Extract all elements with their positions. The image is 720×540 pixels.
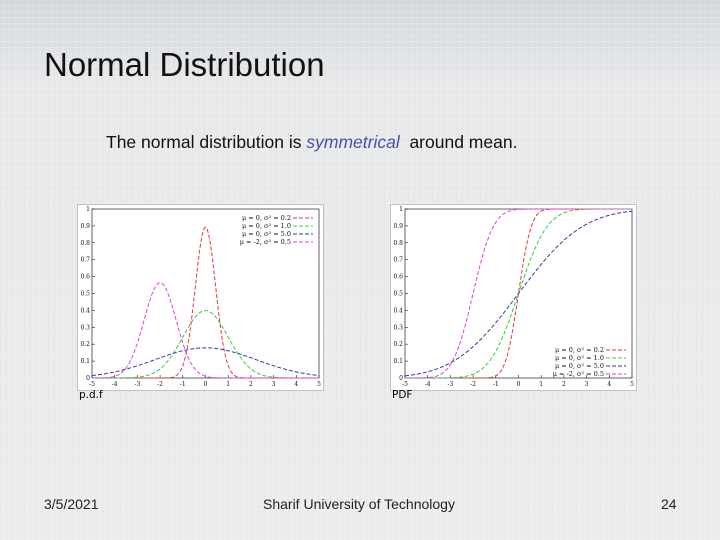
x-tick-label: 2 <box>249 381 253 388</box>
x-tick-label: -3 <box>134 381 140 388</box>
legend-label: μ = -2, σ² = 0.5 <box>240 238 291 246</box>
y-tick-label: 0.6 <box>393 274 403 281</box>
y-tick-label: 0.1 <box>393 358 403 365</box>
cdf-chart-svg: -5 -4 -3 -2 -1 0 1 2 3 4 5 0 0.1 0.2 0.3 0.4 0.5 0.6 0.7 0.… <box>393 206 634 388</box>
pdf-chart: -5 -4 -3 -2 -1 0 1 2 3 4 5 0 0.1 0.2 0.3 0.4 0.5 0.6 0.7 0.… <box>77 204 324 391</box>
y-tick-label: 0.5 <box>393 291 403 298</box>
x-tick-label: 4 <box>607 381 611 388</box>
y-tick-label: 0.4 <box>393 307 403 314</box>
series-line-4 <box>91 282 319 379</box>
y-tick-label: 0.8 <box>393 240 403 247</box>
y-tick-label: 0 <box>399 375 403 382</box>
series-line-4 <box>405 208 632 379</box>
y-tick-label: 0.4 <box>80 307 90 314</box>
x-tick-label: -5 <box>402 381 408 388</box>
y-tick-label: 0.2 <box>393 341 403 348</box>
series-line-1 <box>92 226 319 379</box>
x-tick-label: -4 <box>425 381 431 388</box>
y-tick-label: 0.5 <box>80 291 90 298</box>
y-tick-label: 0.8 <box>80 240 90 247</box>
y-tick-label: 0.3 <box>393 324 403 331</box>
legend-label: μ = 0, σ² = 0.2 <box>242 214 291 222</box>
y-tick-label: 0.1 <box>80 358 90 365</box>
y-tick-label: 0.3 <box>80 324 90 331</box>
x-tick-label: 5 <box>630 381 634 388</box>
x-tick-label: -5 <box>89 381 95 388</box>
legend-label: μ = 0, σ² = 5.0 <box>242 230 291 238</box>
x-tick-label: 2 <box>562 381 566 388</box>
x-tick-label: 0 <box>517 381 521 388</box>
slide-title: Normal Distribution <box>44 46 325 83</box>
x-tick-label: 1 <box>226 381 230 388</box>
series-line-3 <box>91 347 320 377</box>
legend-label: μ = -2, σ² = 0.5 <box>553 370 604 378</box>
x-tick-label: 0 <box>204 381 208 388</box>
x-tick-label: -4 <box>112 381 118 388</box>
y-tick-label: 1 <box>86 206 90 213</box>
x-tick-label: 3 <box>585 381 589 388</box>
subtitle-text-end: around mean. <box>399 132 518 152</box>
legend-label: μ = 0, σ² = 5.0 <box>555 362 604 370</box>
footer-date: 3/5/2021 <box>44 496 99 512</box>
y-tick-label: 0.9 <box>393 223 403 230</box>
x-tick-label: -1 <box>493 381 499 388</box>
x-tick-label: 1 <box>539 381 543 388</box>
y-tick-label: 0.6 <box>80 274 90 281</box>
y-tick-label: 0 <box>86 375 90 382</box>
y-tick-label: 0.7 <box>393 257 403 264</box>
x-tick-label: -1 <box>180 381 186 388</box>
legend-label: μ = 0, σ² = 1.0 <box>555 354 604 362</box>
x-tick-label: -3 <box>447 381 453 388</box>
pdf-chart-caption: p.d.f <box>79 389 103 401</box>
x-tick-label: 5 <box>317 381 321 388</box>
x-tick-label: 3 <box>272 381 276 388</box>
y-tick-label: 0.7 <box>80 257 90 264</box>
x-tick-label: -2 <box>157 381 163 388</box>
y-tick-label: 0.2 <box>80 341 90 348</box>
y-tick-label: 1 <box>399 206 403 213</box>
footer-page-number: 24 <box>661 496 677 512</box>
legend-label: μ = 0, σ² = 0.2 <box>555 346 604 354</box>
pdf-chart-svg: -5 -4 -3 -2 -1 0 1 2 3 4 5 0 0.1 0.2 0.3 0.4 0.5 0.6 0.7 0.… <box>80 206 321 388</box>
legend-label: μ = 0, σ² = 1.0 <box>242 222 291 230</box>
subtitle-text-start: The normal distribution is <box>106 132 307 152</box>
slide-subtitle: The normal distribution is symmetrical a… <box>106 132 517 153</box>
x-tick-label: 4 <box>294 381 298 388</box>
x-tick-label: -2 <box>470 381 476 388</box>
series-line-3 <box>404 210 633 377</box>
y-tick-label: 0.9 <box>80 223 90 230</box>
cdf-chart: -5 -4 -3 -2 -1 0 1 2 3 4 5 0 0.1 0.2 0.3 0.4 0.5 0.6 0.7 0.… <box>390 204 637 391</box>
cdf-chart-caption: PDF <box>392 389 413 401</box>
footer-organization: Sharif University of Technology <box>263 496 455 512</box>
subtitle-emphasis: symmetrical <box>306 132 400 152</box>
